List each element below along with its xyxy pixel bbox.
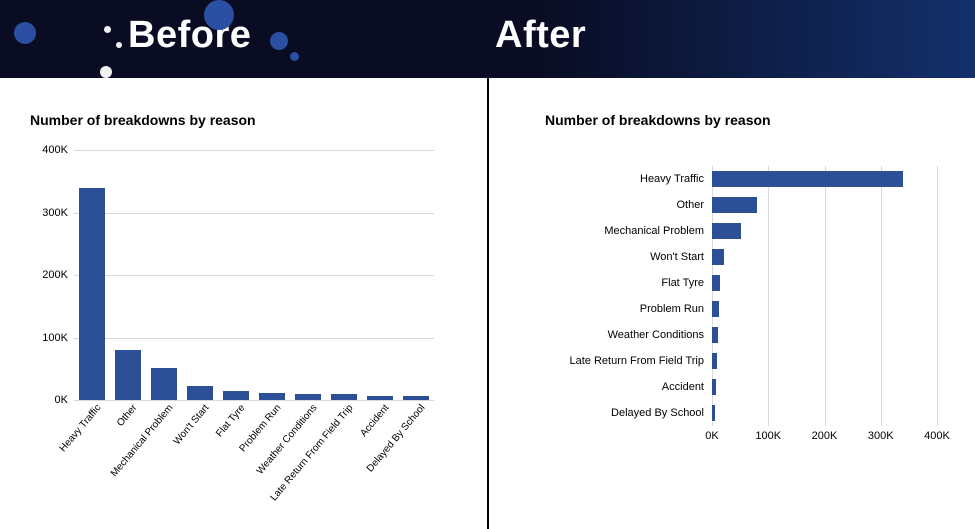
x-axis-tick-label: 200K <box>812 426 838 442</box>
y-axis-tick-label: Delayed By School <box>611 407 712 419</box>
y-axis-tick-label: Flat Tyre <box>661 277 712 289</box>
x-axis-tick-label: 400K <box>924 426 950 442</box>
x-axis-tick-label: 300K <box>868 426 894 442</box>
x-axis-tick-label: Flat Tyre <box>211 400 247 439</box>
y-axis-tick-label: Other <box>676 199 712 211</box>
grid-line <box>74 338 434 339</box>
y-axis-tick-label: Problem Run <box>640 303 712 315</box>
grid-line <box>74 150 434 151</box>
bar <box>151 368 176 401</box>
y-axis-tick-label: 100K <box>42 332 74 344</box>
bar <box>712 327 718 343</box>
bar <box>712 275 720 291</box>
bar <box>712 223 741 239</box>
after-title: After <box>495 14 586 57</box>
y-axis-tick-label: 300K <box>42 207 74 219</box>
y-axis-tick-label: 0K <box>55 394 74 406</box>
vertical-bar-chart: 0K100K200K300K400KHeavy TrafficOtherMech… <box>74 150 434 400</box>
right-chart-title: Number of breakdowns by reason <box>545 112 771 128</box>
y-axis-tick-label: 200K <box>42 269 74 281</box>
decorative-dot <box>100 66 112 78</box>
y-axis-tick-label: Heavy Traffic <box>640 173 712 185</box>
grid-line <box>74 213 434 214</box>
bar <box>115 350 140 400</box>
bar <box>79 188 104 401</box>
bar <box>259 393 284 401</box>
panels: Number of breakdowns by reason 0K100K200… <box>0 78 975 529</box>
y-axis-tick-label: Mechanical Problem <box>604 225 712 237</box>
bar <box>712 171 903 187</box>
bar <box>712 197 757 213</box>
x-axis-tick-label: Accident <box>355 400 391 439</box>
decorative-dot <box>270 32 288 50</box>
bar <box>712 379 716 395</box>
grid-line <box>937 166 938 426</box>
header-banner: Before After <box>0 0 975 78</box>
x-axis-tick-label: 0K <box>705 426 718 442</box>
x-axis-tick-label: Other <box>112 400 140 429</box>
bar <box>223 391 248 400</box>
grid-line <box>881 166 882 426</box>
decorative-dot <box>116 42 122 48</box>
grid-line <box>74 275 434 276</box>
grid-line <box>768 166 769 426</box>
vertical-divider <box>487 78 489 529</box>
decorative-dot <box>104 26 111 33</box>
y-axis-tick-label: Weather Conditions <box>608 329 712 341</box>
bar <box>712 301 719 317</box>
grid-line <box>825 166 826 426</box>
x-axis-tick-label: Mechanical Problem <box>106 400 176 479</box>
after-panel: Number of breakdowns by reason 0K100K200… <box>487 78 975 529</box>
left-chart-title: Number of breakdowns by reason <box>30 112 256 128</box>
bar <box>712 249 724 265</box>
x-axis-tick-label: 100K <box>755 426 781 442</box>
x-axis-tick-label: Heavy Traffic <box>55 400 104 454</box>
vertical-chart-plot: 0K100K200K300K400KHeavy TrafficOtherMech… <box>74 150 434 400</box>
decorative-dot <box>290 52 299 61</box>
bar <box>187 386 212 400</box>
bar <box>712 405 715 421</box>
decorative-dot <box>204 0 234 30</box>
y-axis-tick-label: Accident <box>662 381 712 393</box>
y-axis-tick-label: Won't Start <box>650 251 712 263</box>
horizontal-bar-chart: 0K100K200K300K400KHeavy TrafficOtherMech… <box>712 166 937 426</box>
bar <box>712 353 717 369</box>
decorative-dot <box>14 22 36 44</box>
y-axis-tick-label: 400K <box>42 144 74 156</box>
y-axis-tick-label: Late Return From Field Trip <box>570 355 713 367</box>
x-axis-tick-label: Won't Start <box>169 400 212 447</box>
before-panel: Number of breakdowns by reason 0K100K200… <box>0 78 487 529</box>
